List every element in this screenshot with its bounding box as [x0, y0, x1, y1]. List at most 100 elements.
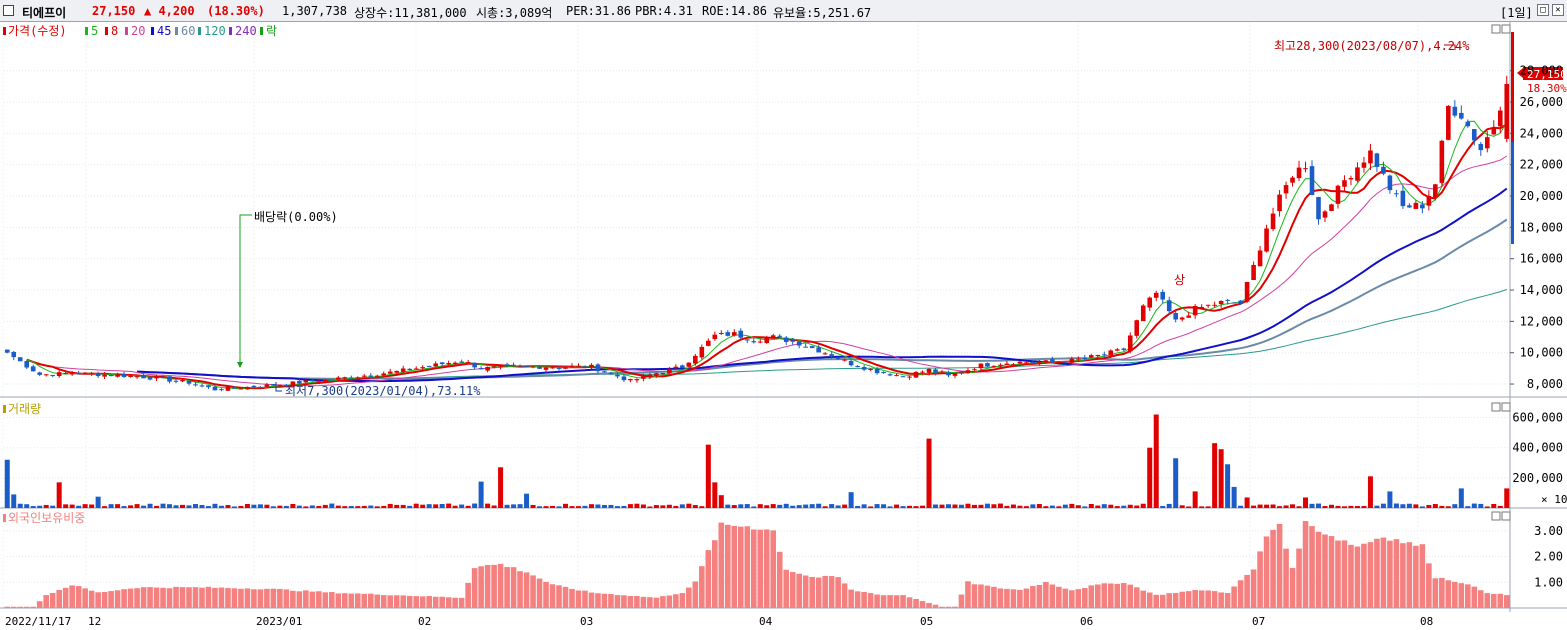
volume-bar — [887, 506, 893, 508]
candle-body — [699, 346, 705, 358]
price-range-down — [1511, 142, 1514, 244]
candle-body — [673, 366, 679, 369]
candle-body — [30, 366, 36, 372]
foreign-bar — [127, 588, 134, 608]
candle-body — [1381, 166, 1386, 174]
candle-body — [128, 375, 133, 377]
foreign-bar — [121, 589, 127, 608]
period-selector[interactable]: [1일] — [1500, 6, 1533, 20]
volume-bar — [1114, 506, 1120, 508]
candle-body — [628, 379, 633, 381]
foreign-bar — [95, 592, 101, 608]
foreign-bar — [828, 576, 835, 608]
high-marker — [1444, 44, 1456, 50]
volume-bar — [894, 504, 900, 508]
maximize-icon[interactable]: □ — [1537, 4, 1549, 16]
foreign-bar — [406, 595, 413, 608]
volume-bar — [1212, 443, 1218, 508]
foreign-bar — [984, 585, 991, 608]
candle-body — [1361, 162, 1367, 168]
candle-body — [147, 377, 153, 380]
volume-bar — [1160, 506, 1166, 508]
legend-foreign: 외국인보유비중 — [8, 511, 85, 525]
volume-bar — [1251, 505, 1257, 508]
volume-bar — [1010, 504, 1016, 508]
foreign-bar — [1114, 583, 1121, 608]
foreign-bar — [1302, 521, 1309, 608]
foreign-bar — [23, 606, 30, 608]
foreign-bar — [140, 587, 147, 608]
foreign-bar — [575, 590, 582, 608]
foreign-bar — [1211, 591, 1218, 608]
foreign-bar — [1445, 580, 1452, 608]
candle-body — [556, 367, 562, 369]
foreign-bar — [1172, 593, 1179, 608]
volume-bar — [400, 504, 406, 508]
last-price-arrow — [1517, 68, 1523, 78]
foreign-bar — [1406, 542, 1413, 608]
foreign-bar — [1159, 594, 1166, 608]
candle-body — [855, 365, 860, 368]
candle-body — [95, 373, 101, 377]
volume-bar — [569, 506, 575, 508]
volume-bar — [764, 505, 770, 508]
volume-bar — [1303, 497, 1309, 508]
candle-body — [686, 362, 692, 367]
foreign-bar — [737, 526, 744, 608]
volume-bar — [17, 503, 23, 508]
foreign-bar — [1056, 586, 1062, 608]
volume-bar — [426, 504, 432, 508]
volume-bar — [588, 504, 594, 508]
price-tick-label: 26,000 — [1520, 95, 1563, 109]
volume-bar — [1400, 504, 1406, 508]
candle-body — [446, 362, 451, 365]
volume-bar — [1406, 503, 1412, 508]
volume-bar — [1361, 505, 1367, 508]
foreign-bar — [835, 577, 841, 608]
candle-body — [1348, 178, 1354, 180]
volume-bar — [491, 505, 497, 508]
candle-body — [1290, 177, 1295, 183]
foreign-bar — [134, 588, 140, 608]
volume-bar — [1393, 503, 1399, 508]
volume-bar — [653, 505, 659, 508]
foreign-bar — [186, 587, 192, 608]
foreign-bar — [1030, 586, 1036, 608]
candle-body — [1056, 361, 1062, 363]
foreign-bar — [789, 572, 796, 608]
close-icon[interactable]: ✕ — [1552, 4, 1564, 16]
foreign-bar — [1023, 588, 1030, 608]
candle-body — [336, 377, 341, 380]
foreign-bar — [822, 575, 828, 608]
select-checkbox[interactable] — [3, 5, 14, 16]
volume-bar — [1043, 506, 1049, 508]
volume-bar — [1478, 503, 1484, 508]
volume-bar — [4, 459, 10, 508]
candle-body — [887, 374, 893, 376]
candle-body — [1355, 167, 1360, 181]
volume-bar — [757, 504, 763, 508]
candle-body — [725, 332, 731, 336]
foreign-bar — [705, 550, 712, 608]
volume-bar — [24, 504, 30, 508]
volume-bar — [348, 506, 354, 508]
volume-bar — [725, 504, 731, 508]
candle-body — [1283, 185, 1289, 194]
candle-body — [1076, 358, 1081, 360]
volume-bar — [537, 506, 543, 508]
legend-div: 락 — [266, 24, 277, 38]
foreign-bar — [1471, 586, 1478, 608]
volume-bar — [1095, 505, 1101, 508]
foreign-bar — [69, 585, 75, 608]
foreign-bar — [296, 591, 303, 608]
candle-body — [680, 365, 685, 368]
candle-body — [303, 380, 309, 383]
foreign-bar — [4, 606, 11, 608]
x-tick-label: 03 — [580, 615, 593, 628]
candle-body — [1244, 281, 1250, 302]
candle-body — [1212, 304, 1217, 306]
foreign-bar — [108, 591, 114, 608]
foreign-bar — [1231, 586, 1237, 608]
candle-body — [868, 369, 873, 371]
volume-bar — [627, 504, 633, 508]
